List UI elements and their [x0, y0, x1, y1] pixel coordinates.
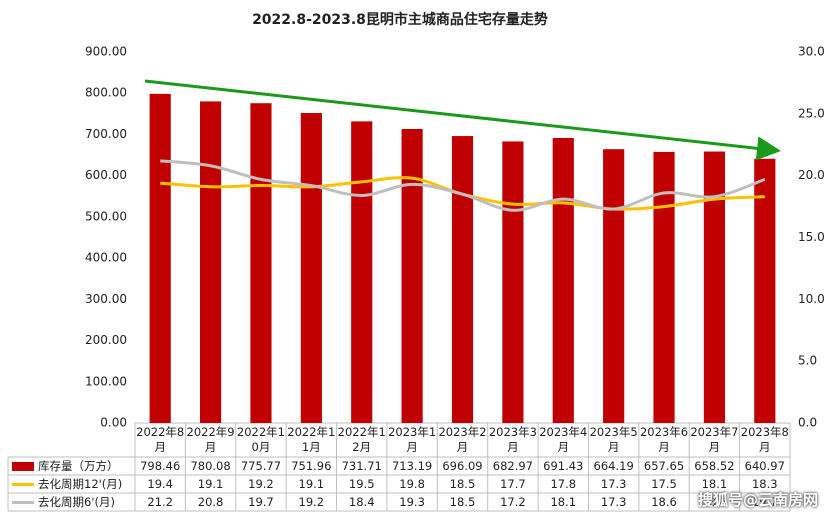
table-value: 19.2 — [248, 476, 274, 491]
trend-arrow — [144, 79, 781, 161]
legend-label: 库存量（万方） — [38, 459, 119, 473]
table-value: 17.7 — [500, 476, 526, 491]
table-value: 19.3 — [399, 494, 425, 509]
table-value: 658.52 — [694, 458, 735, 473]
y2-tick-label: 0.0 — [798, 416, 817, 430]
table-value: 798.46 — [140, 458, 181, 473]
table-value: 19.5 — [348, 476, 375, 491]
legend-entry: 去化周期6'(月) — [12, 493, 115, 511]
bar — [451, 136, 474, 424]
y2-tick-label: 15.0 — [798, 230, 825, 244]
line — [160, 159, 766, 212]
bar — [653, 151, 675, 424]
bar — [502, 141, 524, 423]
table-value: 17.3 — [600, 476, 627, 491]
table-value: 19.4 — [147, 476, 173, 491]
bar — [552, 137, 574, 424]
table-value: 696.09 — [442, 458, 483, 473]
watermark: 搜狐号@云南房网 — [697, 491, 818, 509]
y2-tick-label: 20.0 — [798, 168, 825, 182]
bar — [351, 121, 373, 424]
table-value: 17.3 — [600, 494, 627, 509]
legend-entry: 库存量（万方） — [12, 457, 119, 475]
table-value: 640.97 — [744, 458, 785, 473]
legend-swatch — [12, 461, 34, 471]
x-category-label: 2023年8月 — [740, 425, 789, 454]
table-value: 18.5 — [449, 494, 476, 509]
x-category-label: 2023年6月 — [639, 425, 689, 454]
table-value: 20.8 — [197, 494, 224, 509]
legend-swatch — [12, 482, 34, 486]
bar — [401, 129, 423, 423]
table-value: 775.77 — [240, 458, 282, 473]
x-category-label: 2022年9月 — [186, 425, 235, 454]
legend-label: 去化周期12'(月) — [38, 477, 123, 491]
y-tick-label: 400.00 — [85, 251, 127, 265]
x-category-label: 2023年5月 — [589, 425, 638, 454]
bar — [300, 113, 322, 423]
bar — [703, 151, 726, 423]
table-value: 18.6 — [651, 494, 677, 509]
y2-tick-label: 25.0 — [798, 106, 825, 120]
bar — [754, 158, 776, 423]
table-value: 21.2 — [147, 494, 173, 509]
table-value: 19.7 — [751, 494, 778, 509]
table-value: 751.96 — [291, 458, 332, 473]
table-value: 19.1 — [298, 476, 325, 491]
legend-label: 去化周期6'(月) — [38, 495, 115, 509]
table-value: 17.5 — [651, 476, 677, 491]
table-value: 19.2 — [298, 494, 325, 509]
x-category-label: 2023年1月 — [388, 425, 437, 454]
bar — [603, 149, 625, 423]
y2-tick-label: 5.0 — [798, 354, 817, 368]
table-value: 780.08 — [190, 458, 231, 473]
table-value: 18.1 — [550, 494, 577, 509]
legend-swatch — [12, 500, 34, 504]
table-value: 19.8 — [399, 476, 425, 491]
table-value: 17.2 — [500, 494, 526, 509]
x-category-label: 2023年7月 — [690, 425, 739, 454]
table-value: 691.43 — [543, 458, 584, 473]
x-category-label: 2023年3月 — [488, 425, 537, 454]
x-category-label: 2022年8月 — [136, 425, 185, 454]
table-value: 18.3 — [701, 494, 728, 509]
bar — [199, 101, 222, 423]
chart-title: 2022.8-2023.8昆明市主城商品住宅存量走势 — [252, 11, 548, 28]
y-tick-label: 0.00 — [100, 416, 127, 430]
y-tick-label: 500.00 — [85, 209, 127, 223]
x-category-label: 2023年2月 — [438, 425, 487, 454]
table-value: 657.65 — [643, 458, 685, 473]
table-value: 17.8 — [550, 476, 577, 491]
y-tick-label: 200.00 — [85, 333, 127, 347]
bar — [250, 103, 272, 424]
y-tick-label: 900.00 — [85, 45, 127, 59]
x-category-label: 2022年11月 — [287, 425, 336, 454]
x-category-label: 2022年10月 — [236, 425, 285, 454]
bar — [149, 93, 171, 423]
table-value: 664.19 — [593, 458, 634, 473]
table-value: 18.1 — [701, 476, 728, 491]
legend-entry: 去化周期12'(月) — [12, 475, 122, 493]
table-value: 713.19 — [391, 458, 433, 473]
table-value: 19.1 — [197, 476, 224, 491]
table-value: 682.97 — [492, 458, 533, 473]
table-value: 18.3 — [751, 476, 778, 491]
table-value: 731.71 — [341, 458, 382, 473]
y-tick-label: 700.00 — [85, 127, 127, 141]
x-category-label: 2022年12月 — [337, 425, 386, 454]
x-category-label: 2023年4月 — [539, 425, 588, 454]
table-value: 18.5 — [449, 476, 476, 491]
y-tick-label: 100.00 — [85, 374, 127, 388]
y-tick-label: 600.00 — [85, 168, 127, 182]
y-tick-label: 300.00 — [85, 292, 127, 306]
y-tick-label: 800.00 — [85, 86, 127, 100]
table-value: 18.4 — [348, 494, 375, 509]
y2-tick-label: 30.0 — [798, 45, 825, 59]
y2-tick-label: 10.0 — [798, 292, 825, 306]
table-value: 19.7 — [248, 494, 274, 509]
